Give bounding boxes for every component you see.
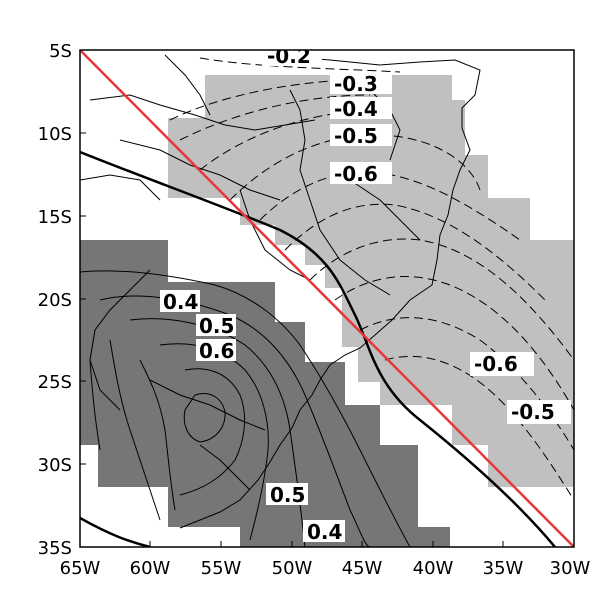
y-tick-label: 30S — [38, 455, 72, 476]
positive-shading-region — [80, 240, 450, 547]
x-tick-label: 30W — [550, 558, 591, 579]
contour-label-neg-02: -0.2 — [267, 44, 311, 68]
axis-ticks — [79, 49, 575, 548]
x-axis-labels: 65W 60W 55W 50W 45W 40W 35W 30W — [60, 558, 591, 579]
y-tick-label: 25S — [38, 372, 72, 393]
coastline-borders — [80, 54, 481, 529]
x-tick-label: 50W — [272, 558, 313, 579]
contour-label-pos-04-top: 0.4 — [163, 290, 198, 314]
positive-contours — [80, 270, 411, 547]
y-tick-label: 10S — [38, 124, 72, 145]
y-tick-label: 20S — [38, 290, 72, 311]
x-tick-label: 55W — [201, 558, 242, 579]
contour-label-neg-05-right: -0.5 — [511, 400, 555, 424]
contour-label-pos-05-bottom: 0.5 — [270, 483, 305, 507]
x-tick-label: 60W — [130, 558, 171, 579]
x-tick-label: 40W — [413, 558, 454, 579]
y-axis-labels: 5S 10S 15S 20S 25S 30S 35S — [38, 41, 72, 559]
contour-label-pos-05-top: 0.5 — [199, 314, 234, 338]
contour-label-pos-06: 0.6 — [199, 339, 234, 363]
x-tick-label: 65W — [60, 558, 101, 579]
y-tick-label: 15S — [38, 207, 72, 228]
x-tick-label: 35W — [483, 558, 524, 579]
contour-label-pos-04-bottom: 0.4 — [307, 520, 342, 544]
contour-label-neg-03: -0.3 — [334, 72, 378, 96]
x-tick-label: 45W — [342, 558, 383, 579]
reference-line — [80, 50, 574, 547]
contour-label-neg-06-right: -0.6 — [474, 352, 518, 376]
contour-label-neg-04: -0.4 — [334, 97, 378, 121]
contour-label-neg-06-top: -0.6 — [334, 162, 378, 186]
contour-labels: -0.2 -0.3 -0.4 -0.5 -0.6 -0.6 -0.5 0.4 0… — [160, 44, 571, 544]
y-tick-label: 5S — [49, 41, 72, 62]
negative-shading-region — [168, 75, 574, 487]
y-tick-label: 35S — [38, 538, 72, 559]
zero-contour — [80, 150, 556, 547]
contour-label-neg-05-top: -0.5 — [334, 124, 378, 148]
